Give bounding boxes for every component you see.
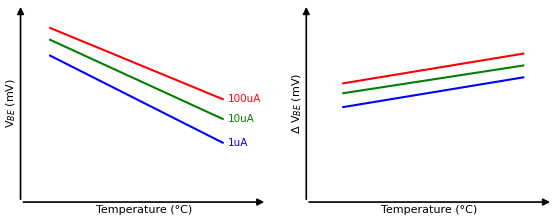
Text: 100uA: 100uA (228, 94, 261, 104)
Y-axis label: V$_{BE}$ (mV): V$_{BE}$ (mV) (4, 78, 18, 128)
X-axis label: Temperature (°C): Temperature (°C) (96, 205, 192, 215)
Text: 10uA: 10uA (228, 114, 255, 124)
Text: 1uA: 1uA (228, 138, 248, 148)
X-axis label: Temperature (°C): Temperature (°C) (382, 205, 478, 215)
Y-axis label: Δ V$_{BE}$ (mV): Δ V$_{BE}$ (mV) (290, 72, 304, 134)
